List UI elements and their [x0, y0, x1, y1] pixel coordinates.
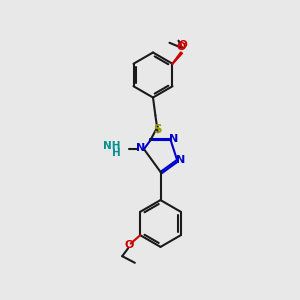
Text: O: O — [178, 40, 187, 50]
Text: NH: NH — [103, 141, 121, 151]
Text: S: S — [154, 123, 162, 136]
Text: O: O — [176, 42, 186, 52]
Text: N: N — [176, 155, 185, 165]
Text: N: N — [169, 134, 178, 144]
Text: N: N — [136, 143, 146, 153]
Text: O: O — [125, 240, 134, 250]
Text: H: H — [112, 148, 121, 158]
